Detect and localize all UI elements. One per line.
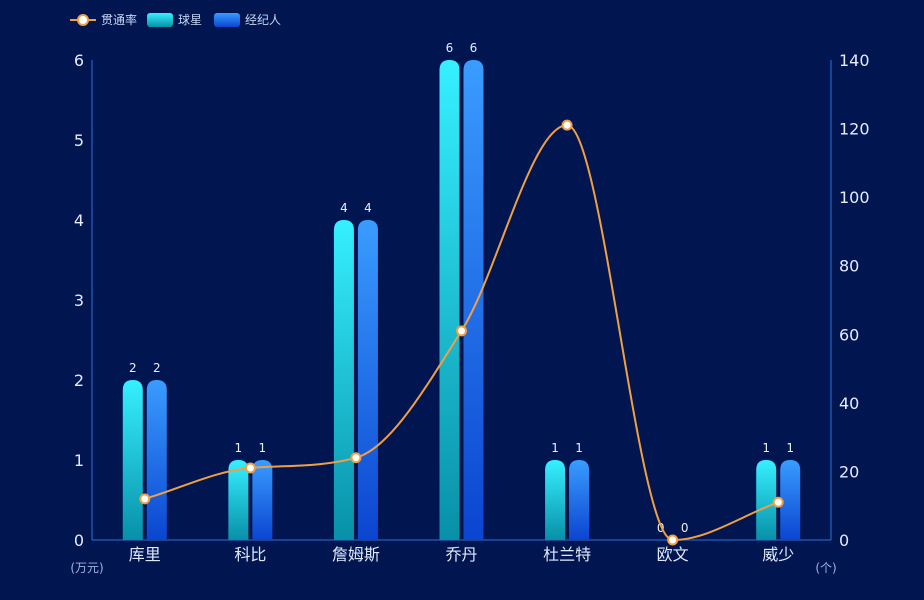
bar-value-label: 1: [259, 441, 267, 455]
bar-value-label: 6: [446, 41, 454, 55]
axes: 0123456020406080100120140库里 科比 詹姆斯 乔丹 杜兰特 欧文威…: [70, 51, 869, 575]
bar-value-label: 0: [657, 521, 665, 535]
right-y-tick-label: 40: [839, 394, 859, 413]
bar-value-label: 2: [153, 361, 161, 375]
x-category-label: 乔丹: [445, 545, 477, 564]
x-category-label: 科比: [234, 545, 266, 564]
bar-value-label: 6: [470, 41, 478, 55]
line-贯通率[interactable]: [144, 124, 779, 542]
legend-item-球星[interactable]: 球星: [147, 13, 202, 27]
x-category-label: 杜兰特: [543, 545, 591, 564]
bar-value-label: 1: [551, 441, 559, 455]
right-y-tick-label: 60: [839, 325, 859, 344]
bar-球星[interactable]: [756, 460, 777, 540]
bar-经纪人[interactable]: [357, 220, 378, 540]
bar-value-label: 1: [235, 441, 243, 455]
bar-经纪人[interactable]: [780, 460, 801, 540]
legend-line-marker: [77, 14, 89, 26]
right-y-tick-label: 120: [839, 120, 870, 139]
bar-value-label: 4: [340, 201, 348, 215]
value-label-layer: 2 1 4 6 1 0 1 2 1 4 6 1 0 1: [129, 41, 794, 535]
bar-经纪人[interactable]: [569, 460, 590, 540]
line-point[interactable]: [139, 493, 151, 505]
legend-label: 球星: [178, 13, 202, 27]
left-y-tick-label: 6: [74, 51, 84, 70]
x-category-label: 库里: [129, 545, 161, 564]
bar-经纪人[interactable]: [252, 460, 273, 540]
left-y-tick-label: 0: [74, 531, 84, 550]
right-y-tick-label: 140: [839, 51, 870, 70]
bar-value-label: 0: [681, 521, 689, 535]
bar-经纪人[interactable]: [146, 380, 167, 540]
bar-球星[interactable]: [333, 220, 354, 540]
right-y-tick-label: 80: [839, 257, 859, 276]
left-axis-unit-label: (万元): [70, 561, 103, 575]
bar-球星[interactable]: [228, 460, 249, 540]
legend-bar-swatch: [147, 13, 173, 27]
left-y-tick-label: 4: [74, 211, 84, 230]
right-y-tick-label: 0: [839, 531, 849, 550]
line-point[interactable]: [561, 119, 573, 131]
bar-球星[interactable]: [439, 60, 460, 540]
legend-label: 经纪人: [245, 13, 281, 27]
left-y-tick-label: 5: [74, 131, 84, 150]
x-category-label: 欧文: [657, 545, 689, 564]
legend-bar-swatch: [214, 13, 240, 27]
left-y-tick-label: 1: [74, 451, 84, 470]
bar-经纪人[interactable]: [463, 60, 484, 540]
x-category-label: 威少: [762, 545, 794, 564]
legend-label: 贯通率: [101, 12, 137, 27]
right-y-tick-label: 20: [839, 462, 859, 481]
right-axis-unit-label: (个): [815, 561, 836, 575]
legend: 贯通率 球星 经纪人: [70, 12, 281, 27]
legend-item-经纪人[interactable]: 经纪人: [214, 13, 281, 27]
line-point[interactable]: [244, 462, 256, 474]
bar-value-label: 2: [129, 361, 137, 375]
left-y-tick-label: 3: [74, 291, 84, 310]
line-point[interactable]: [350, 452, 362, 464]
bar-value-label: 1: [575, 441, 583, 455]
x-category-label: 詹姆斯: [332, 545, 380, 564]
bar-value-label: 1: [762, 441, 770, 455]
bar-球星[interactable]: [545, 460, 566, 540]
line-layer: [139, 119, 784, 546]
bar-value-label: 4: [364, 201, 372, 215]
line-point[interactable]: [667, 534, 679, 546]
right-y-tick-label: 100: [839, 188, 870, 207]
bar-球星[interactable]: [122, 380, 143, 540]
left-y-tick-label: 2: [74, 371, 84, 390]
legend-item-贯通率[interactable]: 贯通率: [70, 12, 137, 27]
bar-value-label: 1: [786, 441, 794, 455]
line-point[interactable]: [456, 325, 467, 337]
bar-layer: [122, 60, 801, 540]
line-point[interactable]: [772, 496, 784, 508]
